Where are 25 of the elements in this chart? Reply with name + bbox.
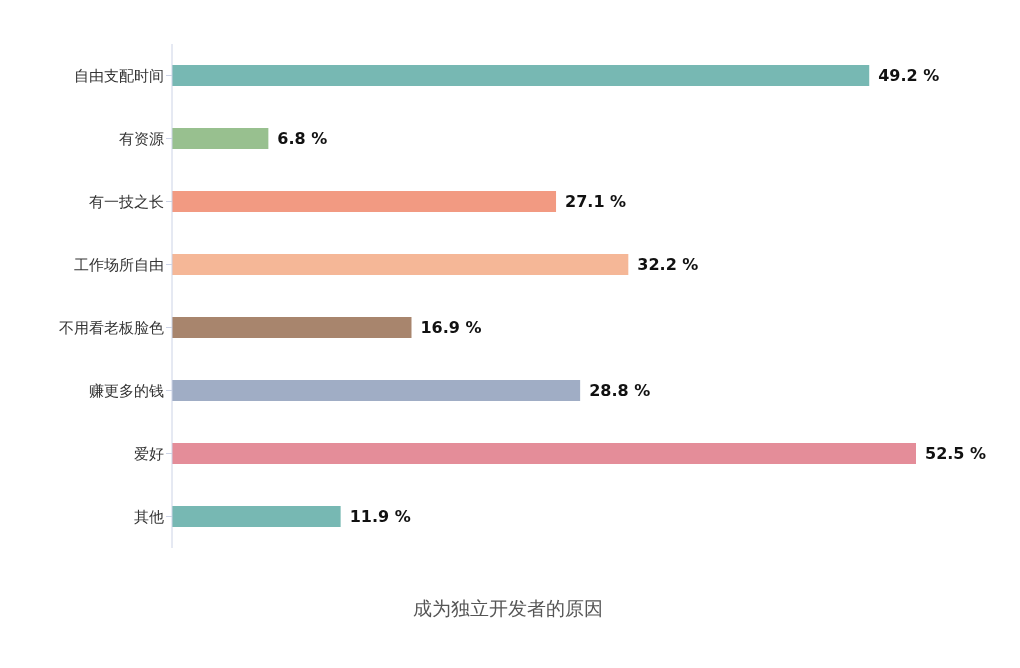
data-label: 16.9 %	[420, 318, 482, 337]
y-tick-label: 有资源	[119, 129, 164, 148]
bar	[172, 128, 269, 149]
bar	[172, 443, 916, 464]
data-label: 28.8 %	[589, 381, 651, 400]
bar	[172, 506, 341, 527]
y-tick-label: 其他	[134, 507, 164, 526]
bar	[172, 191, 557, 212]
y-tick-label: 赚更多的钱	[89, 381, 164, 400]
bar	[172, 65, 870, 86]
data-label: 6.8 %	[277, 129, 328, 148]
bar	[172, 317, 412, 338]
y-tick-label: 有一技之长	[89, 192, 164, 211]
data-label: 52.5 %	[925, 444, 987, 463]
data-label: 11.9 %	[349, 507, 411, 526]
text: 成为独立开发者的原因	[412, 596, 604, 621]
data-label: 32.2 %	[637, 255, 699, 274]
bar	[172, 380, 581, 401]
y-tick-label: 工作场所自由	[74, 255, 164, 274]
y-tick-label: 爱好	[134, 444, 164, 463]
data-label: 49.2 %	[878, 66, 940, 85]
data-label: 27.1 %	[565, 192, 627, 211]
y-tick-label: 不用看老板脸色	[59, 318, 164, 337]
y-tick-label: 自由支配时间	[74, 66, 164, 85]
bar	[172, 254, 629, 275]
